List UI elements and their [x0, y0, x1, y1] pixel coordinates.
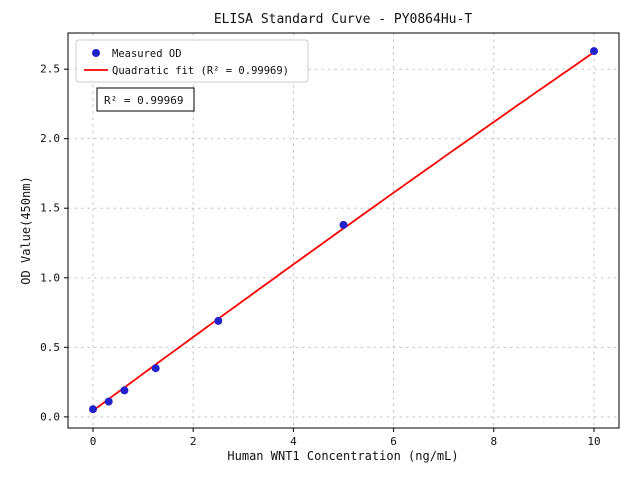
legend: Measured OD Quadratic fit (R² = 0.99969): [75, 39, 309, 83]
x-tick-label: 0: [90, 435, 97, 448]
r-squared-annotation-text: R² = 0.99969: [104, 94, 183, 107]
x-tick-label: 6: [390, 435, 397, 448]
legend-marker-measured-od-icon: [92, 49, 100, 57]
chart-title: ELISA Standard Curve - PY0864Hu-T: [214, 12, 472, 27]
x-tick-label: 10: [587, 435, 600, 448]
y-tick-label: 0.5: [40, 341, 60, 354]
plot-border: [67, 32, 620, 429]
x-tick-label: 2: [190, 435, 197, 448]
data-point: [151, 364, 160, 373]
data-point: [590, 47, 598, 56]
scatter-layer: [89, 47, 598, 414]
r-squared-annotation: R² = 0.99969: [96, 87, 195, 112]
y-tick-label: 1.5: [40, 202, 60, 215]
tick-label-layer: 0 2 4 6 8 10 0.0 0.5 1.0 1.5 2.0 2.5: [40, 63, 601, 448]
x-axis-label: Human WNT1 Concentration (ng/mL): [227, 449, 458, 463]
y-tick-label: 0.0: [40, 410, 60, 423]
y-tick-label: 2.5: [40, 63, 60, 76]
legend-label-measured-od: Measured OD: [112, 48, 182, 60]
tick-layer: [64, 68, 595, 432]
r-squared-annotation-box: [96, 87, 195, 112]
y-tick-label: 2.0: [40, 132, 60, 145]
data-point: [89, 405, 97, 414]
x-tick-label: 8: [490, 435, 497, 448]
data-point: [120, 386, 129, 395]
x-tick-label: 4: [290, 435, 297, 448]
y-tick-label: 1.0: [40, 271, 60, 284]
legend-box: [75, 39, 309, 83]
legend-label-quadratic-fit: Quadratic fit (R² = 0.99969): [112, 65, 289, 77]
y-axis-label: OD Value(450nm): [19, 176, 33, 284]
data-point: [214, 316, 223, 325]
data-point: [339, 220, 348, 229]
data-point: [104, 397, 113, 406]
